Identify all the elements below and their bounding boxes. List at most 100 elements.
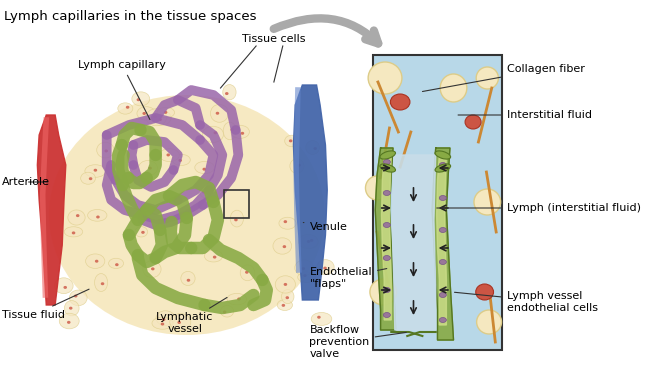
Ellipse shape: [234, 218, 238, 221]
Ellipse shape: [105, 149, 108, 152]
Ellipse shape: [283, 245, 286, 248]
Polygon shape: [392, 155, 436, 330]
Ellipse shape: [476, 310, 502, 334]
Ellipse shape: [101, 282, 104, 285]
Ellipse shape: [310, 239, 313, 242]
Text: Lymph capillaries in the tissue spaces: Lymph capillaries in the tissue spaces: [5, 10, 257, 23]
Ellipse shape: [118, 103, 133, 114]
Ellipse shape: [303, 274, 307, 277]
Ellipse shape: [317, 260, 334, 274]
Ellipse shape: [283, 283, 287, 286]
Ellipse shape: [295, 260, 313, 276]
Ellipse shape: [240, 265, 255, 281]
Ellipse shape: [166, 153, 170, 156]
Ellipse shape: [94, 169, 97, 172]
Ellipse shape: [323, 267, 327, 270]
Ellipse shape: [115, 263, 118, 266]
Ellipse shape: [153, 115, 157, 118]
Ellipse shape: [148, 167, 152, 170]
Ellipse shape: [132, 92, 150, 106]
Polygon shape: [432, 148, 454, 340]
Text: Arteriole: Arteriole: [2, 177, 50, 187]
Ellipse shape: [227, 293, 246, 305]
Ellipse shape: [195, 161, 215, 174]
Ellipse shape: [213, 256, 216, 259]
Ellipse shape: [136, 98, 140, 101]
Ellipse shape: [137, 107, 155, 120]
Ellipse shape: [231, 125, 250, 138]
Ellipse shape: [64, 227, 83, 237]
Ellipse shape: [64, 300, 79, 316]
Text: Lymph vessel
endothelial cells: Lymph vessel endothelial cells: [454, 291, 598, 313]
Ellipse shape: [220, 305, 234, 317]
Ellipse shape: [135, 227, 148, 237]
Text: Backflow
prevention
valve: Backflow prevention valve: [309, 325, 406, 359]
Ellipse shape: [159, 149, 179, 162]
Ellipse shape: [237, 297, 240, 300]
Ellipse shape: [285, 296, 289, 299]
Ellipse shape: [240, 132, 244, 135]
Ellipse shape: [273, 238, 292, 254]
Ellipse shape: [384, 288, 391, 293]
Ellipse shape: [370, 279, 396, 305]
Polygon shape: [382, 155, 391, 320]
Text: Lymphatic
vessel: Lymphatic vessel: [156, 297, 227, 334]
Ellipse shape: [74, 294, 77, 297]
Ellipse shape: [138, 206, 159, 218]
Ellipse shape: [223, 85, 236, 100]
Ellipse shape: [55, 278, 73, 294]
Ellipse shape: [302, 267, 305, 270]
FancyArrowPatch shape: [274, 18, 378, 44]
Ellipse shape: [172, 154, 190, 165]
Ellipse shape: [161, 323, 164, 326]
Text: Lymph (interstitial fluid): Lymph (interstitial fluid): [437, 203, 641, 213]
Ellipse shape: [281, 304, 285, 307]
Ellipse shape: [307, 240, 310, 243]
Ellipse shape: [85, 165, 106, 177]
Text: Venule: Venule: [304, 222, 347, 232]
Ellipse shape: [152, 317, 173, 329]
Ellipse shape: [81, 172, 96, 184]
Ellipse shape: [281, 290, 294, 303]
Ellipse shape: [204, 250, 223, 262]
Ellipse shape: [181, 271, 195, 285]
Ellipse shape: [380, 151, 395, 159]
Ellipse shape: [440, 74, 467, 102]
Bar: [224, 190, 249, 218]
Ellipse shape: [151, 110, 171, 125]
Ellipse shape: [435, 164, 450, 172]
Ellipse shape: [159, 118, 162, 121]
Ellipse shape: [384, 312, 391, 317]
Ellipse shape: [211, 105, 228, 122]
Ellipse shape: [223, 311, 226, 314]
Ellipse shape: [202, 191, 205, 194]
Ellipse shape: [276, 276, 296, 293]
Ellipse shape: [225, 92, 229, 95]
Ellipse shape: [146, 109, 166, 126]
Ellipse shape: [49, 95, 324, 335]
Ellipse shape: [435, 151, 450, 159]
Ellipse shape: [156, 311, 175, 326]
Ellipse shape: [474, 189, 500, 215]
Ellipse shape: [151, 267, 155, 270]
Ellipse shape: [298, 272, 316, 282]
Ellipse shape: [365, 176, 389, 200]
Ellipse shape: [59, 313, 79, 329]
Ellipse shape: [126, 106, 129, 109]
Ellipse shape: [285, 135, 299, 147]
Ellipse shape: [476, 67, 499, 89]
Ellipse shape: [86, 254, 105, 268]
Ellipse shape: [298, 235, 318, 249]
Ellipse shape: [89, 177, 92, 180]
Ellipse shape: [439, 196, 447, 200]
Ellipse shape: [142, 112, 146, 115]
Polygon shape: [375, 148, 396, 330]
Ellipse shape: [170, 314, 191, 331]
Ellipse shape: [68, 210, 85, 225]
Ellipse shape: [465, 115, 481, 129]
Ellipse shape: [216, 112, 219, 115]
Ellipse shape: [313, 147, 317, 150]
Text: Tissue cells: Tissue cells: [242, 34, 306, 44]
Ellipse shape: [439, 317, 447, 323]
Ellipse shape: [179, 159, 182, 162]
